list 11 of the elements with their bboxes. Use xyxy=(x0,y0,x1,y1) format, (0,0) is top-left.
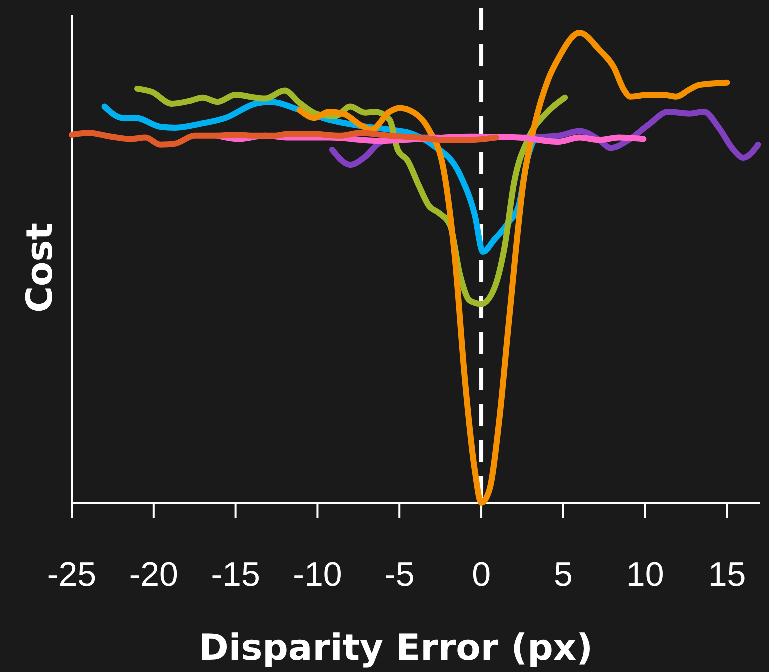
x-tick-label: 15 xyxy=(708,556,746,594)
y-axis-title: Cost xyxy=(20,223,61,313)
x-tick-label: -25 xyxy=(47,556,97,594)
x-tick-label: -5 xyxy=(384,556,415,594)
x-tick-label: -15 xyxy=(211,556,260,594)
x-tick-label: -20 xyxy=(129,556,178,594)
x-tick-label: 5 xyxy=(554,556,573,594)
x-tick-label: 0 xyxy=(472,556,491,594)
x-tick-label: -10 xyxy=(293,556,342,594)
x-axis-title: Disparity Error (px) xyxy=(198,628,594,669)
x-tick-label: 10 xyxy=(626,556,664,594)
